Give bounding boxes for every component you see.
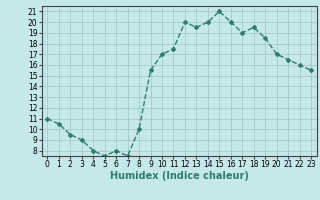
X-axis label: Humidex (Indice chaleur): Humidex (Indice chaleur) [110,171,249,181]
